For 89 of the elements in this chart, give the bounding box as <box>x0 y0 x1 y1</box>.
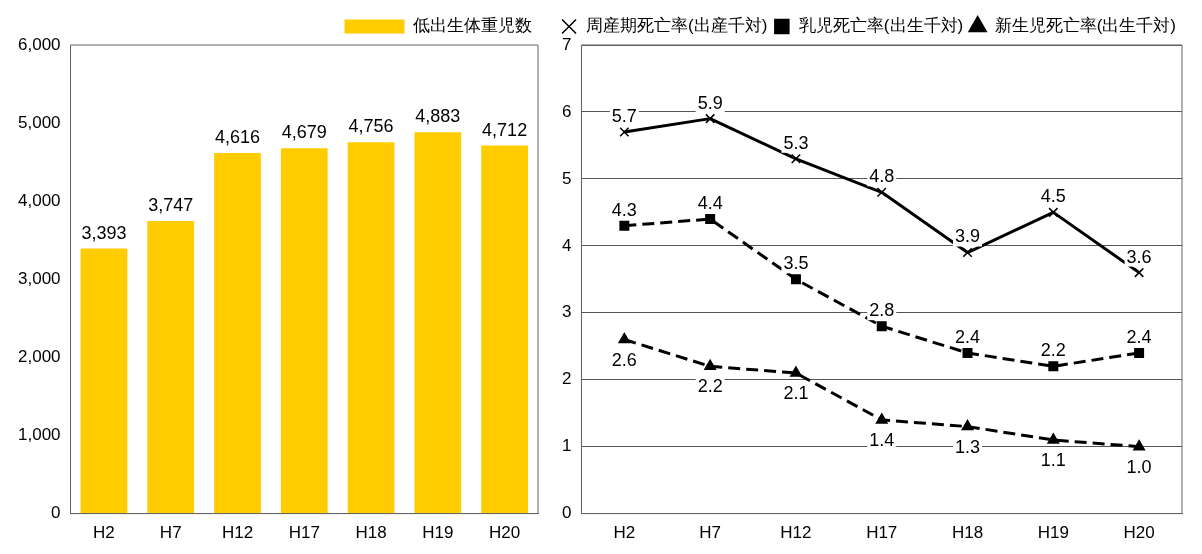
point <box>704 359 717 371</box>
data-label: 1.3 <box>955 436 981 457</box>
bar <box>214 153 261 514</box>
data-label: 5.3 <box>783 132 809 153</box>
y-tick-label: 6 <box>561 101 572 121</box>
data-label: 3.6 <box>1126 246 1152 267</box>
data-label: 1.1 <box>1040 449 1066 470</box>
bar <box>414 132 462 514</box>
bar <box>347 142 395 514</box>
x-tick-label: H7 <box>159 523 182 543</box>
y-tick-label: 3 <box>561 302 572 322</box>
data-label: 2.2 <box>1040 340 1066 361</box>
bar <box>147 220 195 514</box>
point <box>875 413 888 424</box>
x-tick-label: H17 <box>288 523 320 543</box>
point <box>1048 361 1059 372</box>
data-label: 1.4 <box>869 429 895 450</box>
y-tick-label: 0 <box>51 503 61 523</box>
x-tick-label: H2 <box>93 523 115 543</box>
data-label: 4.3 <box>611 199 637 220</box>
point <box>618 332 631 344</box>
x-tick-label: H18 <box>355 523 387 543</box>
point <box>876 321 887 332</box>
data-label: 2.4 <box>1126 326 1152 347</box>
data-label: 2.8 <box>869 300 895 321</box>
point <box>1047 433 1060 444</box>
data-label: 2.6 <box>611 349 637 370</box>
point <box>790 274 801 285</box>
point <box>962 347 973 358</box>
point <box>1048 207 1059 218</box>
legend-label: 低出生体重児数 <box>413 16 532 36</box>
point <box>789 366 802 377</box>
y-tick-label: 2 <box>561 369 572 389</box>
data-label: 4.4 <box>697 193 723 214</box>
point <box>962 247 973 258</box>
data-label: 5.9 <box>697 92 723 113</box>
data-label: 2.4 <box>955 326 981 347</box>
y-tick-label: 0 <box>561 503 572 523</box>
x-tick-label: H2 <box>613 523 636 543</box>
y-tick-label: 2,000 <box>17 347 61 367</box>
x-tick-label: H17 <box>866 523 898 543</box>
data-label: 4,679 <box>281 122 327 143</box>
data-label: 3.5 <box>783 253 809 274</box>
y-tick-label: 6,000 <box>17 34 61 54</box>
point <box>619 220 630 231</box>
point <box>790 153 801 164</box>
y-tick-label: 1 <box>561 436 572 456</box>
y-tick-label: 7 <box>561 34 572 54</box>
point <box>1133 439 1146 451</box>
x-tick-label: H12 <box>221 523 254 543</box>
data-label: 4.5 <box>1040 186 1066 207</box>
data-label: 2.2 <box>697 376 723 397</box>
y-tick-label: 4,000 <box>17 190 61 210</box>
data-label: 4.8 <box>869 166 895 187</box>
y-tick-label: 4 <box>561 235 572 255</box>
point <box>619 127 630 138</box>
y-tick-label: 3,000 <box>17 268 61 288</box>
bar <box>80 248 128 514</box>
data-label: 3,393 <box>81 222 127 243</box>
data-label: 3,747 <box>148 194 194 215</box>
bar <box>280 148 328 514</box>
bar <box>481 145 528 514</box>
data-label: 4,883 <box>415 106 461 127</box>
legend-label: 新生児死亡率(出生千対) <box>994 16 1177 36</box>
x-tick-label: H19 <box>1037 523 1069 543</box>
point <box>1134 267 1145 278</box>
data-label: 2.1 <box>783 382 809 403</box>
legend-label: 乳児死亡率(出生千対) <box>798 16 964 36</box>
x-tick-label: H20 <box>489 523 521 543</box>
x-tick-label: H20 <box>1123 523 1155 543</box>
point <box>705 113 716 124</box>
point <box>705 214 716 225</box>
y-tick-label: 1,000 <box>17 425 61 445</box>
data-label: 3.9 <box>955 226 981 247</box>
point <box>876 187 887 198</box>
data-label: 5.7 <box>611 105 637 126</box>
point <box>961 419 974 431</box>
x-tick-label: H12 <box>780 523 812 543</box>
y-tick-label: 5 <box>561 168 572 188</box>
x-tick-label: H19 <box>422 523 454 543</box>
data-label: 1.0 <box>1126 456 1152 477</box>
y-tick-label: 5,000 <box>17 112 61 132</box>
legend-label: 周産期死亡率(出産千対) <box>586 16 768 36</box>
x-tick-label: H7 <box>699 523 722 543</box>
data-label: 4,712 <box>482 119 528 140</box>
point <box>1134 347 1145 358</box>
data-label: 4,616 <box>214 127 261 148</box>
data-label: 4,756 <box>348 116 394 137</box>
x-tick-label: H18 <box>951 523 984 543</box>
